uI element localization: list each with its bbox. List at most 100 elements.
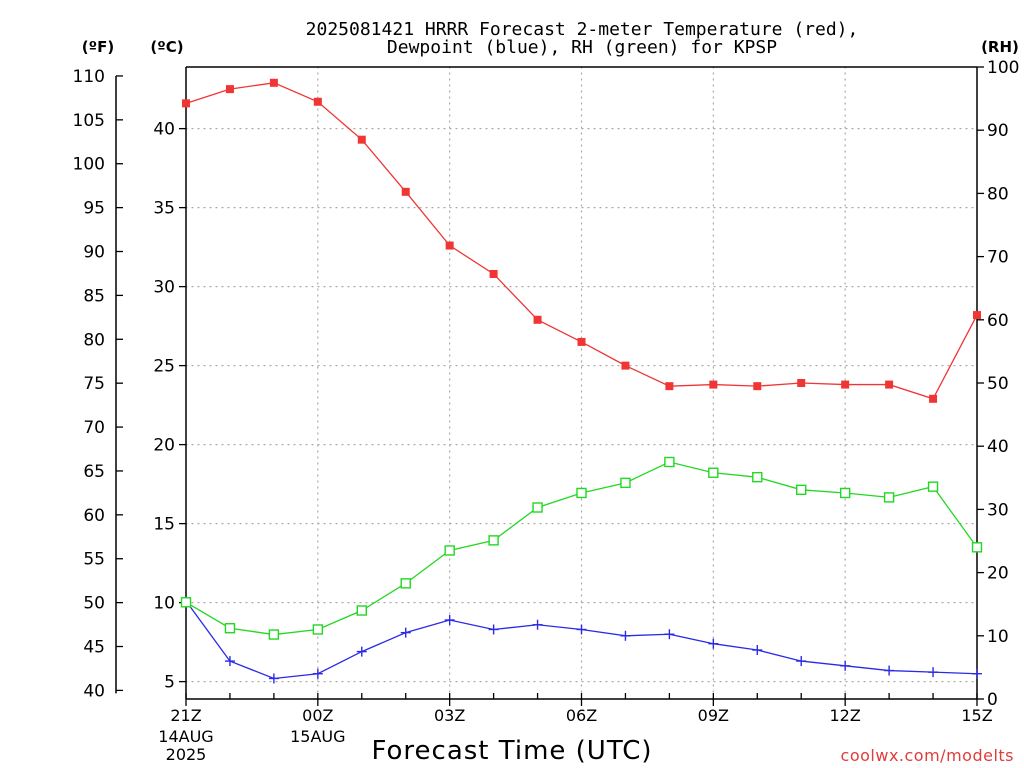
data-point-temp	[269, 78, 278, 87]
data-point-rh	[796, 484, 807, 496]
data-point-rh	[708, 467, 719, 478]
data-point-rh	[224, 623, 236, 634]
rh-tick-label: 40	[987, 437, 1009, 457]
data-point-dewpoint	[576, 624, 587, 635]
rh-tick-label: 100	[987, 58, 1019, 78]
f-tick-label: 60	[83, 506, 105, 526]
x-tick-sublabel: 2025	[166, 745, 207, 764]
c-tick-label: 35	[153, 199, 175, 219]
data-point-temp	[709, 380, 718, 389]
data-point-temp	[665, 382, 674, 391]
f-tick-label: 100	[73, 155, 105, 175]
data-point-temp	[973, 311, 981, 320]
rh-tick-label: 60	[987, 311, 1009, 331]
rh-axis: 0 10 20 30 40 50 60 70 80 90 100	[977, 58, 1019, 710]
x-tick-label: 21Z	[170, 706, 201, 725]
data-point-rh	[180, 597, 192, 608]
data-point-dewpoint	[708, 638, 719, 649]
c-tick-label: 15	[153, 515, 175, 535]
data-point-rh	[268, 629, 280, 640]
data-point-dewpoint	[356, 646, 367, 657]
series-layer	[180, 78, 983, 684]
data-point-dewpoint	[796, 656, 807, 667]
rh-tick-label: 70	[987, 248, 1009, 268]
data-point-rh	[664, 456, 675, 468]
celsius-axis: 5 10 15 20 25 30 35 40	[153, 120, 186, 693]
data-point-temp	[313, 97, 322, 106]
data-point-temp	[357, 135, 366, 144]
data-point-dewpoint	[444, 615, 455, 625]
data-point-rh	[400, 578, 411, 589]
x-tick-label: 03Z	[434, 706, 465, 725]
rh-tick-label: 10	[987, 627, 1009, 647]
data-point-temp	[929, 394, 938, 403]
data-point-dewpoint	[620, 630, 631, 641]
data-point-temp	[841, 380, 850, 389]
x-tick-label: 00Z	[302, 706, 333, 725]
c-tick-label: 30	[153, 278, 175, 298]
data-point-dewpoint	[752, 645, 763, 656]
data-point-temp	[489, 269, 498, 278]
x-tick-label: 15Z	[961, 706, 992, 725]
data-point-dewpoint	[928, 667, 939, 678]
f-tick-label: 75	[83, 374, 105, 394]
title-line-1: 2025081421 HRRR Forecast 2-meter Tempera…	[306, 19, 859, 40]
data-point-temp	[182, 99, 190, 108]
data-point-dewpoint	[840, 660, 851, 671]
data-point-rh	[356, 605, 367, 616]
title-line-2: Dewpoint (blue), RH (green) for KPSP	[387, 37, 777, 58]
grid	[185, 66, 978, 700]
data-point-temp	[577, 337, 586, 346]
f-tick-label: 70	[83, 418, 105, 438]
title: 2025081421 HRRR Forecast 2-meter Tempera…	[306, 19, 859, 58]
f-tick-label: 110	[73, 67, 105, 87]
c-tick-label: 25	[153, 357, 175, 377]
data-point-dewpoint	[488, 624, 499, 635]
data-point-rh	[532, 502, 543, 513]
rh-tick-label: 0	[987, 690, 998, 710]
f-tick-label: 90	[83, 243, 105, 263]
f-tick-label: 80	[83, 330, 105, 350]
data-point-rh	[620, 477, 631, 489]
f-tick-label: 50	[83, 594, 105, 614]
f-tick-label: 45	[83, 638, 105, 658]
data-point-rh	[312, 624, 324, 635]
data-point-rh	[883, 492, 895, 503]
series-dewpoint	[181, 596, 982, 684]
data-point-rh	[752, 471, 763, 483]
data-point-dewpoint	[972, 668, 982, 679]
fahrenheit-axis: 40 45 50 55 60 65 70 75 80 85 90 95 100 105 110	[73, 67, 123, 701]
series-temp	[182, 78, 981, 403]
axes	[185, 66, 978, 700]
data-point-temp	[621, 361, 630, 370]
data-point-temp	[445, 241, 454, 250]
rh-tick-label: 90	[987, 121, 1009, 141]
f-tick-label: 95	[83, 199, 105, 219]
x-tick-sublabel: 15AUG	[290, 727, 345, 746]
x-tick-label: 09Z	[698, 706, 729, 725]
data-point-temp	[885, 380, 894, 389]
x-axis-title: Forecast Time (UTC)	[371, 736, 652, 766]
rh-tick-label: 80	[987, 184, 1009, 204]
data-point-temp	[797, 379, 806, 387]
c-tick-label: 10	[153, 594, 175, 614]
unit-label-c: (ºC)	[150, 38, 183, 56]
data-point-rh	[839, 487, 851, 499]
data-point-temp	[753, 382, 762, 391]
x-tick-sublabel: 14AUG	[158, 727, 213, 746]
rh-tick-label: 20	[987, 564, 1009, 584]
data-point-rh	[971, 542, 983, 553]
f-tick-label: 55	[83, 550, 105, 570]
data-point-rh	[488, 535, 499, 546]
data-point-temp	[533, 315, 542, 324]
data-point-temp	[401, 187, 410, 196]
data-point-dewpoint	[268, 673, 279, 684]
data-point-rh	[444, 545, 455, 556]
x-tick-label: 12Z	[830, 706, 861, 725]
watermark: coolwx.com/modelts	[841, 746, 1014, 765]
f-tick-label: 105	[73, 111, 105, 131]
c-tick-label: 5	[164, 673, 175, 693]
data-point-rh	[576, 487, 587, 499]
